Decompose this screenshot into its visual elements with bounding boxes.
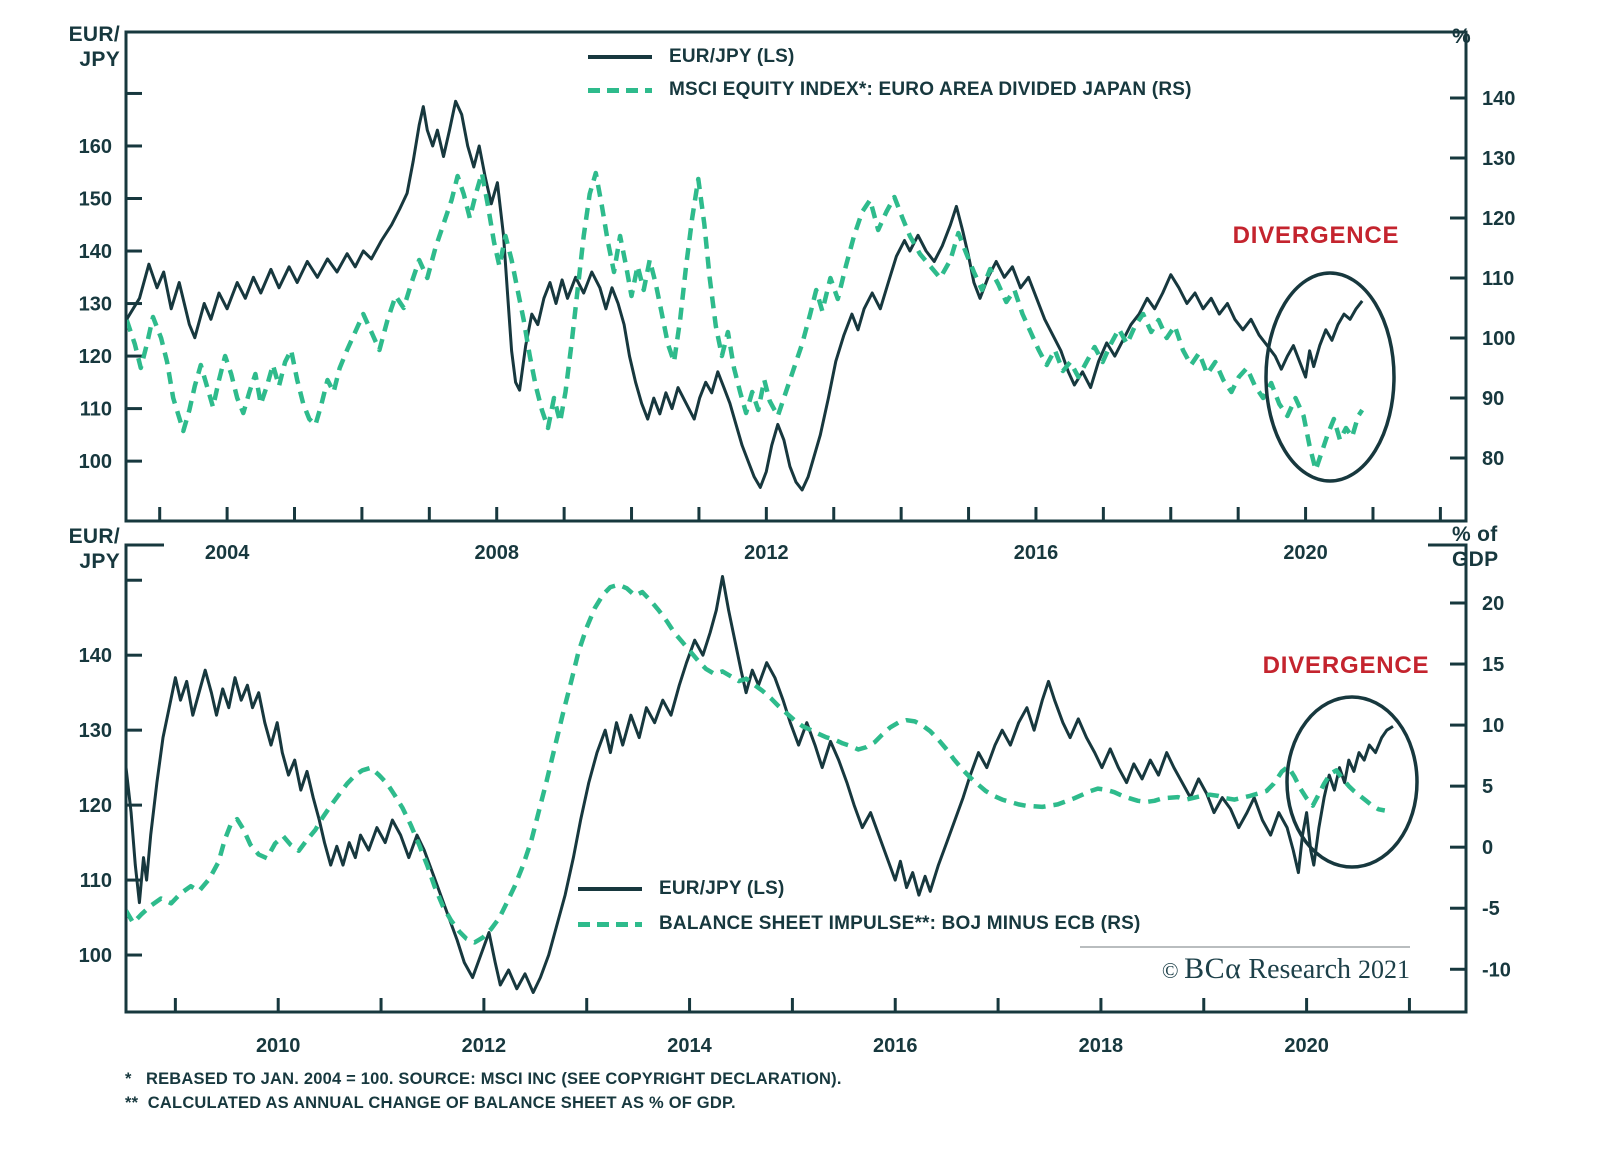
left-axis-tick-label: 110 xyxy=(80,870,112,892)
x-axis-year-label: 2012 xyxy=(744,542,789,564)
left-axis-tick-label: 130 xyxy=(79,720,112,742)
left-axis-tick-label: 100 xyxy=(79,451,112,473)
solid-line-swatch xyxy=(588,55,652,59)
left-axis-tick-label: 160 xyxy=(79,136,112,158)
left-axis-tick-label: 150 xyxy=(79,189,112,211)
legend-label: BALANCE SHEET IMPULSE**: BOJ MINUS ECB (… xyxy=(659,913,1141,934)
left-axis-tick-label: 130 xyxy=(79,294,112,316)
x-axis-year-label: 2018 xyxy=(1079,1035,1124,1057)
right-axis-tick-label: 100 xyxy=(1482,328,1515,350)
left-axis-tick-label: 100 xyxy=(79,945,112,967)
left-axis-tick-label: 140 xyxy=(79,645,112,667)
right-axis-tick-label: -5 xyxy=(1482,898,1500,920)
left-axis-tick-label: 120 xyxy=(79,346,112,368)
legend-label: MSCI EQUITY INDEX*: EURO AREA DIVIDED JA… xyxy=(669,79,1192,100)
panel-frame xyxy=(124,30,1468,523)
right-axis-tick-label: 15 xyxy=(1482,654,1504,676)
top-right-axis-title: % xyxy=(1452,25,1471,48)
logo-name: Research xyxy=(1241,954,1358,985)
right-axis-tick-label: 120 xyxy=(1482,208,1515,230)
right-axis-tick-label: 130 xyxy=(1482,148,1515,170)
right-axis-tick-label: 10 xyxy=(1482,715,1504,737)
solid-line-swatch xyxy=(578,887,642,891)
logo-brand: BCα xyxy=(1184,952,1242,985)
legend-row-eurjpy-bottom: EUR/JPY (LS) xyxy=(578,878,785,900)
x-axis-year-label: 2004 xyxy=(205,542,250,564)
legend-row-msci-top: MSCI EQUITY INDEX*: EURO AREA DIVIDED JA… xyxy=(588,79,1192,101)
bottom-left-axis-title: EUR/ JPY xyxy=(68,525,120,573)
x-axis-year-label: 2008 xyxy=(474,542,519,564)
dashed-line-swatch xyxy=(588,87,652,93)
bottom-right-axis-title: % of GDP xyxy=(1452,523,1499,571)
right-axis-tick-label: 140 xyxy=(1482,88,1515,110)
x-axis-year-label: 2016 xyxy=(873,1035,918,1057)
right-axis-tick-label: 90 xyxy=(1482,388,1504,410)
left-axis-tick-label: 110 xyxy=(80,399,112,421)
divergence-ellipse xyxy=(1264,271,1396,483)
x-axis-year-label: 2020 xyxy=(1283,542,1328,564)
x-axis-year-label: 2010 xyxy=(256,1035,301,1057)
top-left-axis-title: EUR/ JPY xyxy=(68,23,120,71)
legend-label: EUR/JPY (LS) xyxy=(669,46,795,67)
right-axis-tick-label: 0 xyxy=(1482,837,1493,859)
footnote-calculated: ** CALCULATED AS ANNUAL CHANGE OF BALANC… xyxy=(125,1094,736,1112)
footnote-rebased: * REBASED TO JAN. 2004 = 100. SOURCE: MS… xyxy=(125,1070,842,1088)
right-axis-tick-label: 20 xyxy=(1482,593,1504,615)
right-axis-tick-label: 5 xyxy=(1482,776,1493,798)
left-axis-tick-label: 120 xyxy=(79,795,112,817)
right-axis-tick-label: -10 xyxy=(1482,959,1511,981)
series-line-dashed xyxy=(127,582,1386,945)
panel-frame xyxy=(124,543,1468,1014)
bca-research-logo: © BCα Research 2021 xyxy=(1080,946,1410,986)
divergence-ellipse xyxy=(1285,695,1419,869)
divergence-annotation-top: DIVERGENCE xyxy=(1232,222,1400,249)
legend-label: EUR/JPY (LS) xyxy=(659,878,785,899)
divergence-annotation-bottom: DIVERGENCE xyxy=(1262,652,1430,679)
x-axis-year-label: 2020 xyxy=(1284,1035,1329,1057)
series-line-dashed xyxy=(127,170,1365,473)
right-axis-tick-label: 80 xyxy=(1482,448,1504,470)
series-line-solid xyxy=(127,99,1364,492)
x-axis-year-label: 2012 xyxy=(462,1035,507,1057)
x-axis-year-label: 2014 xyxy=(667,1035,712,1057)
copyright-symbol: © xyxy=(1161,958,1185,983)
dashed-line-swatch xyxy=(578,921,642,927)
logo-year: 2021 xyxy=(1358,955,1410,984)
left-axis-tick-label: 140 xyxy=(79,241,112,263)
x-axis-year-label: 2016 xyxy=(1014,542,1059,564)
legend-row-eurjpy-top: EUR/JPY (LS) xyxy=(588,46,795,68)
legend-row-balance-sheet-bottom: BALANCE SHEET IMPULSE**: BOJ MINUS ECB (… xyxy=(578,913,1141,935)
right-axis-tick-label: 110 xyxy=(1482,268,1514,290)
